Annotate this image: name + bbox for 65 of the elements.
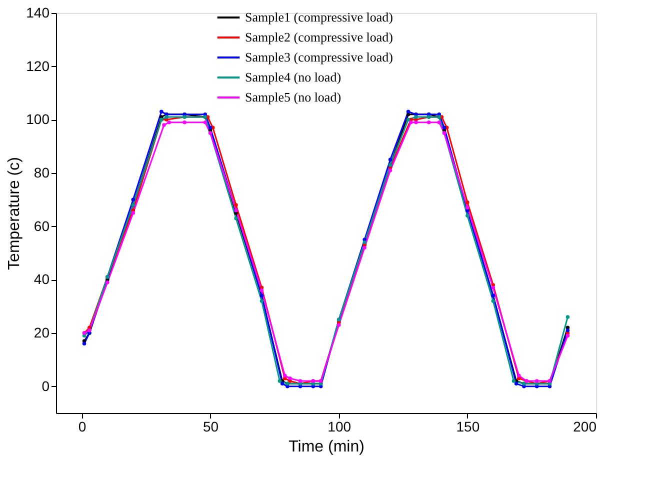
point — [406, 118, 410, 122]
legend-label: Sample5 (no load) — [245, 90, 342, 104]
y-tick-label: 140 — [26, 4, 50, 20]
y-axis-title: Temperature (c) — [6, 157, 24, 270]
point — [160, 110, 164, 114]
point — [282, 374, 287, 378]
point — [466, 206, 470, 210]
y-tick-label: 60 — [34, 218, 50, 234]
y-tick-label: 0 — [42, 378, 50, 394]
legend-label: Sample1 (compressive load) — [245, 10, 394, 24]
point — [442, 126, 446, 130]
point — [280, 382, 284, 386]
point — [491, 286, 496, 290]
x-axis-title: Time (min) — [288, 438, 364, 456]
point — [164, 115, 168, 119]
point — [82, 342, 86, 346]
point — [234, 203, 238, 207]
y-tick-label: 80 — [34, 164, 50, 180]
point — [298, 379, 302, 383]
point — [362, 246, 366, 250]
x-tick-label: 150 — [456, 418, 480, 434]
x-tick-label: 100 — [328, 418, 352, 434]
point — [162, 123, 166, 127]
legend-label: Sample3 (compressive load) — [245, 50, 394, 64]
point — [362, 240, 366, 244]
point — [234, 216, 238, 220]
y-tick-label: 20 — [34, 324, 50, 340]
point — [414, 115, 418, 119]
point — [414, 120, 418, 124]
point — [566, 315, 570, 319]
point — [131, 211, 136, 215]
point — [288, 376, 292, 380]
point — [426, 120, 431, 124]
x-tick-label: 0 — [78, 418, 86, 434]
point — [131, 198, 136, 202]
point — [388, 168, 392, 172]
x-tick-label: 50 — [202, 418, 219, 434]
point — [437, 120, 442, 124]
point — [106, 280, 110, 284]
point — [466, 214, 470, 218]
point — [534, 379, 539, 383]
legend-label: Sample2 (compressive load) — [245, 30, 394, 44]
point — [566, 328, 570, 332]
point — [336, 323, 341, 327]
x-tick-label: 200 — [573, 418, 597, 434]
point — [182, 120, 186, 124]
point — [260, 299, 264, 303]
point — [167, 120, 172, 124]
point — [566, 334, 570, 338]
legend-label: Sample4 (no load) — [245, 70, 342, 84]
y-tick-label: 100 — [26, 111, 50, 128]
point — [260, 288, 264, 292]
point — [512, 379, 516, 383]
point — [406, 110, 410, 114]
point — [516, 374, 521, 378]
point — [208, 126, 212, 130]
y-tick-label: 120 — [26, 58, 50, 74]
point — [466, 200, 470, 204]
point — [388, 158, 392, 162]
point — [278, 379, 282, 383]
y-tick-label: 40 — [34, 271, 50, 288]
point — [408, 120, 413, 124]
point — [514, 382, 518, 386]
point — [491, 299, 496, 303]
point — [203, 120, 208, 124]
